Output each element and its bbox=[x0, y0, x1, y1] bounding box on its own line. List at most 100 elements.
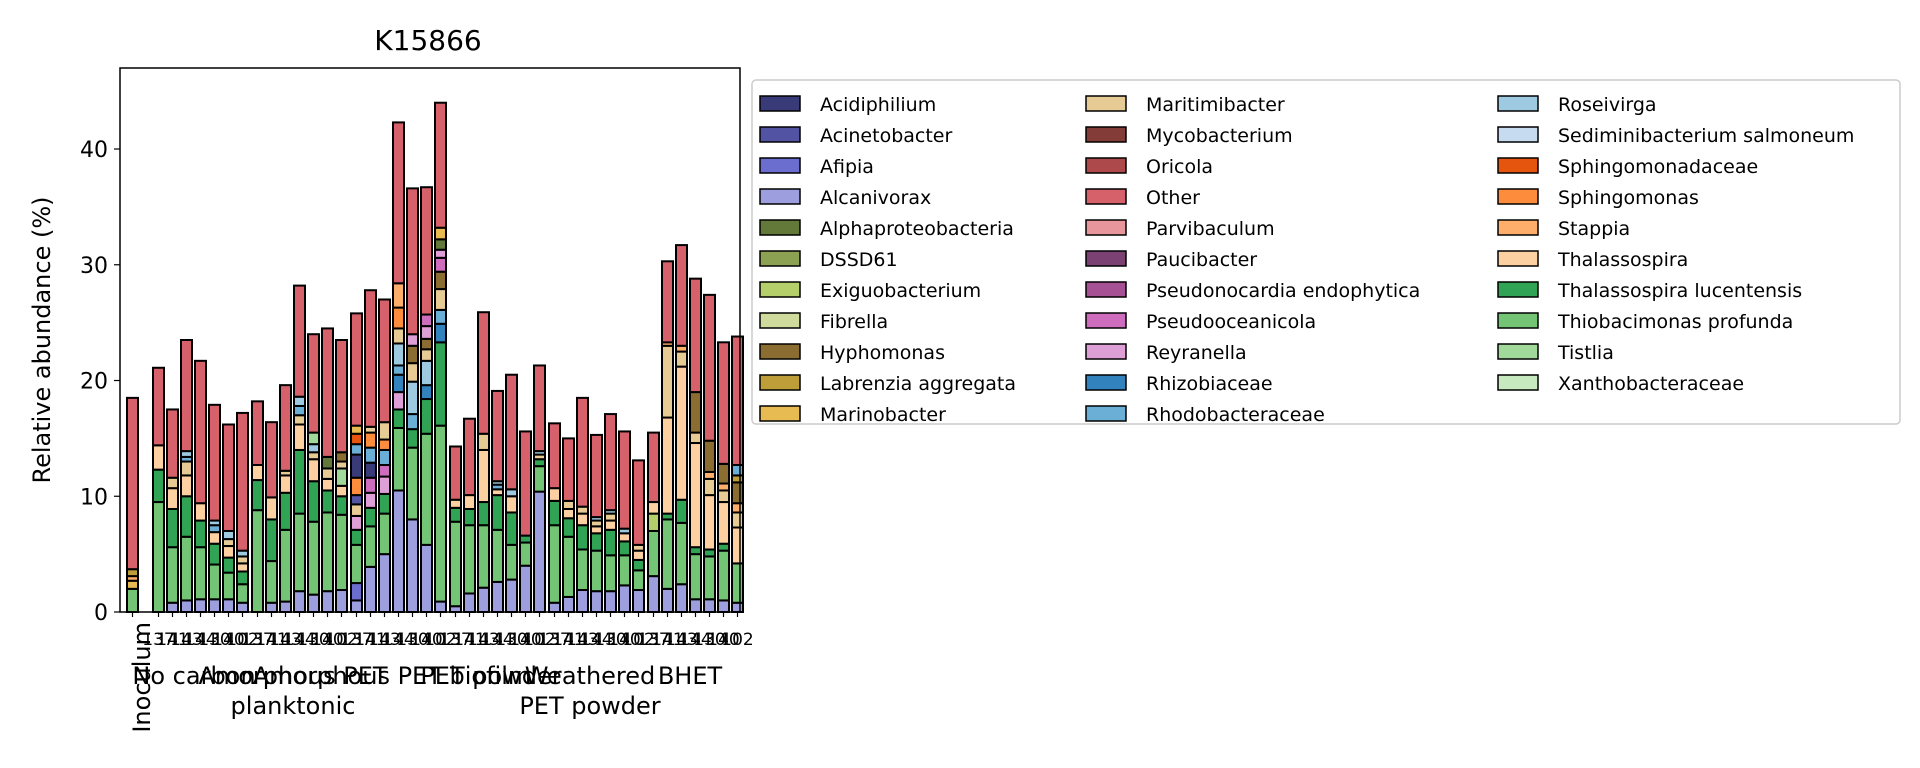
legend-swatch-sediminibacterium-salmoneum bbox=[1497, 126, 1539, 143]
legend-label-mycobacterium: Mycobacterium bbox=[1146, 125, 1293, 147]
x-tick-label: 143 bbox=[467, 630, 499, 650]
bar-pet-powder-141-4-1-other bbox=[463, 417, 476, 497]
bar-amorphous-pet-planktonic-137-2-0-thiobacimonas-profunda bbox=[251, 509, 264, 613]
x-tick-label: 137 bbox=[142, 630, 174, 650]
group-label-bhet: BHET bbox=[658, 662, 723, 690]
bar-amorphous-pet-planktonic-102-2-6-tistlia bbox=[335, 467, 348, 487]
bar-amorphous-pet-planktonic-102-2-6-other bbox=[335, 339, 348, 454]
legend-label-maritimibacter: Maritimibacter bbox=[1146, 94, 1285, 116]
bar-amorphous-pet-planktonic-143-2-2-thalassospira bbox=[279, 474, 292, 494]
bar-no-carbon-141-1-1-alcanivorax bbox=[166, 601, 179, 613]
bar-amorphous-pet-biofilm-102-3-6-rhizobiaceae bbox=[434, 322, 447, 344]
legend-swatch-rhodobacteraceae bbox=[1085, 405, 1127, 422]
bar-no-carbon-102-1-6-other bbox=[236, 411, 249, 552]
bar-weathered-pet-powder-140-5-5-other bbox=[618, 430, 631, 530]
bar-amorphous-pet-biofilm-140-3-5-other bbox=[420, 186, 433, 316]
bar-amorphous-pet-planktonic-130-2-4-thalassospira-lucentensis bbox=[307, 480, 320, 523]
legend-swatch-sphingomonadaceae bbox=[1497, 157, 1539, 174]
legend-label-alphaproteobacteria: Alphaproteobacteria bbox=[820, 218, 1014, 240]
bar-bhet-140-6-5-thalassospira-lucentensis bbox=[717, 542, 730, 552]
legend-swatch-labrenzia-aggregata bbox=[759, 374, 801, 391]
bar-weathered-pet-powder-130-5-4-other bbox=[604, 413, 617, 512]
legend-label-marinobacter: Marinobacter bbox=[820, 404, 946, 426]
bar-bhet-102-6-6-other bbox=[731, 335, 744, 467]
bar-weathered-pet-powder-144-5-3-other bbox=[590, 433, 603, 519]
bar-amorphous-pet-biofilm-102-3-6-pseudooceanicola bbox=[434, 256, 447, 273]
bar-bhet-140-6-5-thiobacimonas-profunda bbox=[717, 549, 730, 602]
legend-swatch-tistlia bbox=[1497, 343, 1539, 360]
bar-amorphous-pet-biofilm-144-3-3-rhodobacteraceae bbox=[392, 364, 405, 376]
legend-label-reyranella: Reyranella bbox=[1146, 342, 1247, 364]
legend-swatch-paucibacter bbox=[1085, 250, 1127, 267]
y-tick-label: 40 bbox=[80, 138, 108, 163]
bar-amorphous-pet-biofilm-143-3-2-reyranella bbox=[378, 475, 391, 495]
bar-amorphous-pet-planktonic-144-2-3-thalassospira-lucentensis bbox=[293, 448, 306, 515]
bar-bhet-137-6-0-other bbox=[647, 431, 660, 504]
bar-amorphous-pet-biofilm-137-3-0-maritimibacter bbox=[350, 503, 363, 517]
legend-swatch-reyranella bbox=[1085, 343, 1127, 360]
bar-amorphous-pet-biofilm-130-3-4-other bbox=[406, 187, 419, 336]
bar-weathered-pet-powder-130-5-4-maritimibacter bbox=[604, 512, 617, 522]
bar-no-carbon-130-1-4-thalassospira bbox=[208, 531, 221, 545]
bar-no-carbon-137-1-0-thalassospira bbox=[152, 444, 165, 471]
x-tick-label: 102 bbox=[721, 630, 753, 650]
bar-amorphous-pet-biofilm-141-3-1-other bbox=[364, 289, 377, 428]
bar-no-carbon-137-1-0-thalassospira-lucentensis bbox=[152, 468, 165, 504]
x-tick-label: 141 bbox=[255, 630, 287, 650]
x-tick-label: 143 bbox=[368, 630, 400, 650]
x-tick-label: 137 bbox=[538, 630, 570, 650]
legend-label-pseudooceanicola: Pseudooceanicola bbox=[1146, 311, 1316, 333]
bar-amorphous-pet-biofilm-141-3-1-acidiphilium bbox=[364, 461, 377, 479]
bar-amorphous-pet-planktonic-137-2-0-other bbox=[251, 400, 264, 467]
bar-pet-powder-144-4-3-other bbox=[491, 389, 504, 483]
bar-pet-powder-137-4-0-thiobacimonas-profunda bbox=[449, 520, 462, 608]
bar-pet-powder-144-4-3-thalassospira-lucentensis bbox=[491, 494, 504, 531]
bar-amorphous-pet-planktonic-140-2-5-other bbox=[321, 327, 334, 458]
bar-inoculum-bar-0-0-other bbox=[126, 396, 139, 571]
bar-bhet-141-6-1-alcanivorax bbox=[661, 587, 674, 614]
legend-swatch-other bbox=[1085, 188, 1127, 205]
x-tick-label: 143 bbox=[566, 630, 598, 650]
bar-amorphous-pet-planktonic-143-2-2-thalassospira-lucentensis bbox=[279, 491, 292, 531]
bar-no-carbon-137-1-0-other bbox=[152, 366, 165, 447]
x-tick-label: 141 bbox=[156, 630, 188, 650]
x-tick-label: 140 bbox=[212, 630, 244, 650]
bar-bhet-102-6-6-labrenzia-aggregata bbox=[731, 474, 744, 484]
x-tick-label: 130 bbox=[495, 630, 527, 650]
bar-amorphous-pet-biofilm-140-3-5-thiobacimonas-profunda bbox=[420, 432, 433, 546]
bar-amorphous-pet-biofilm-130-3-4-alcanivorax bbox=[406, 518, 419, 613]
bar-bhet-102-6-6-alcanivorax bbox=[731, 601, 744, 613]
bar-amorphous-pet-biofilm-137-3-0-sphingomonas bbox=[350, 476, 363, 497]
bar-bhet-144-6-3-thiobacimonas-profunda bbox=[689, 553, 702, 601]
bar-pet-powder-130-4-4-thiobacimonas-profunda bbox=[505, 543, 518, 581]
group-label-pet-powder: PET powder bbox=[420, 662, 561, 690]
bar-amorphous-pet-biofilm-141-3-1-thalassospira-lucentensis bbox=[364, 506, 377, 528]
bar-weathered-pet-powder-102-5-6-thalassospira bbox=[632, 549, 645, 561]
y-tick-label: 30 bbox=[80, 254, 108, 279]
bar-no-carbon-130-1-4-thiobacimonas-profunda bbox=[208, 563, 221, 601]
bar-bhet-140-6-5-hyphomonas bbox=[717, 462, 730, 485]
bar-pet-powder-130-4-4-roseivirga bbox=[505, 488, 518, 498]
chart-title: K15866 bbox=[374, 24, 481, 57]
bar-pet-powder-140-4-5-thalassospira-lucentensis bbox=[519, 534, 532, 544]
legend-label-thalassospira: Thalassospira bbox=[1557, 249, 1688, 271]
bar-weathered-pet-powder-141-5-1-thalassospira-lucentensis bbox=[562, 517, 575, 538]
legend-label-fibrella: Fibrella bbox=[820, 311, 888, 333]
legend-swatch-afipia bbox=[759, 157, 801, 174]
bar-amorphous-pet-biofilm-137-3-0-afipia bbox=[350, 582, 363, 602]
bar-bhet-130-6-4-hyphomonas bbox=[703, 439, 716, 473]
x-tick-label: 144 bbox=[679, 630, 711, 650]
bar-bhet-143-6-2-maritimibacter bbox=[675, 350, 688, 368]
bar-no-carbon-140-1-5-roseivirga bbox=[222, 529, 235, 541]
bar-amorphous-pet-planktonic-141-2-1-thalassospira bbox=[265, 496, 278, 521]
x-tick-label: 102 bbox=[622, 630, 654, 650]
bar-amorphous-pet-planktonic-140-2-5-thalassospira bbox=[321, 477, 334, 492]
bar-bhet-102-6-6-maritimibacter bbox=[731, 511, 744, 529]
bar-no-carbon-102-1-6-maritimibacter bbox=[236, 555, 249, 565]
legend-swatch-dssd61 bbox=[759, 250, 801, 267]
bar-weathered-pet-powder-144-5-3-thalassospira-lucentensis bbox=[590, 532, 603, 552]
bar-no-carbon-143-1-2-other bbox=[180, 339, 193, 453]
legend-label-rhodobacteraceae: Rhodobacteraceae bbox=[1146, 404, 1325, 426]
bar-bhet-143-6-2-thalassospira-lucentensis bbox=[675, 498, 688, 524]
x-tick-label: 102 bbox=[523, 630, 555, 650]
